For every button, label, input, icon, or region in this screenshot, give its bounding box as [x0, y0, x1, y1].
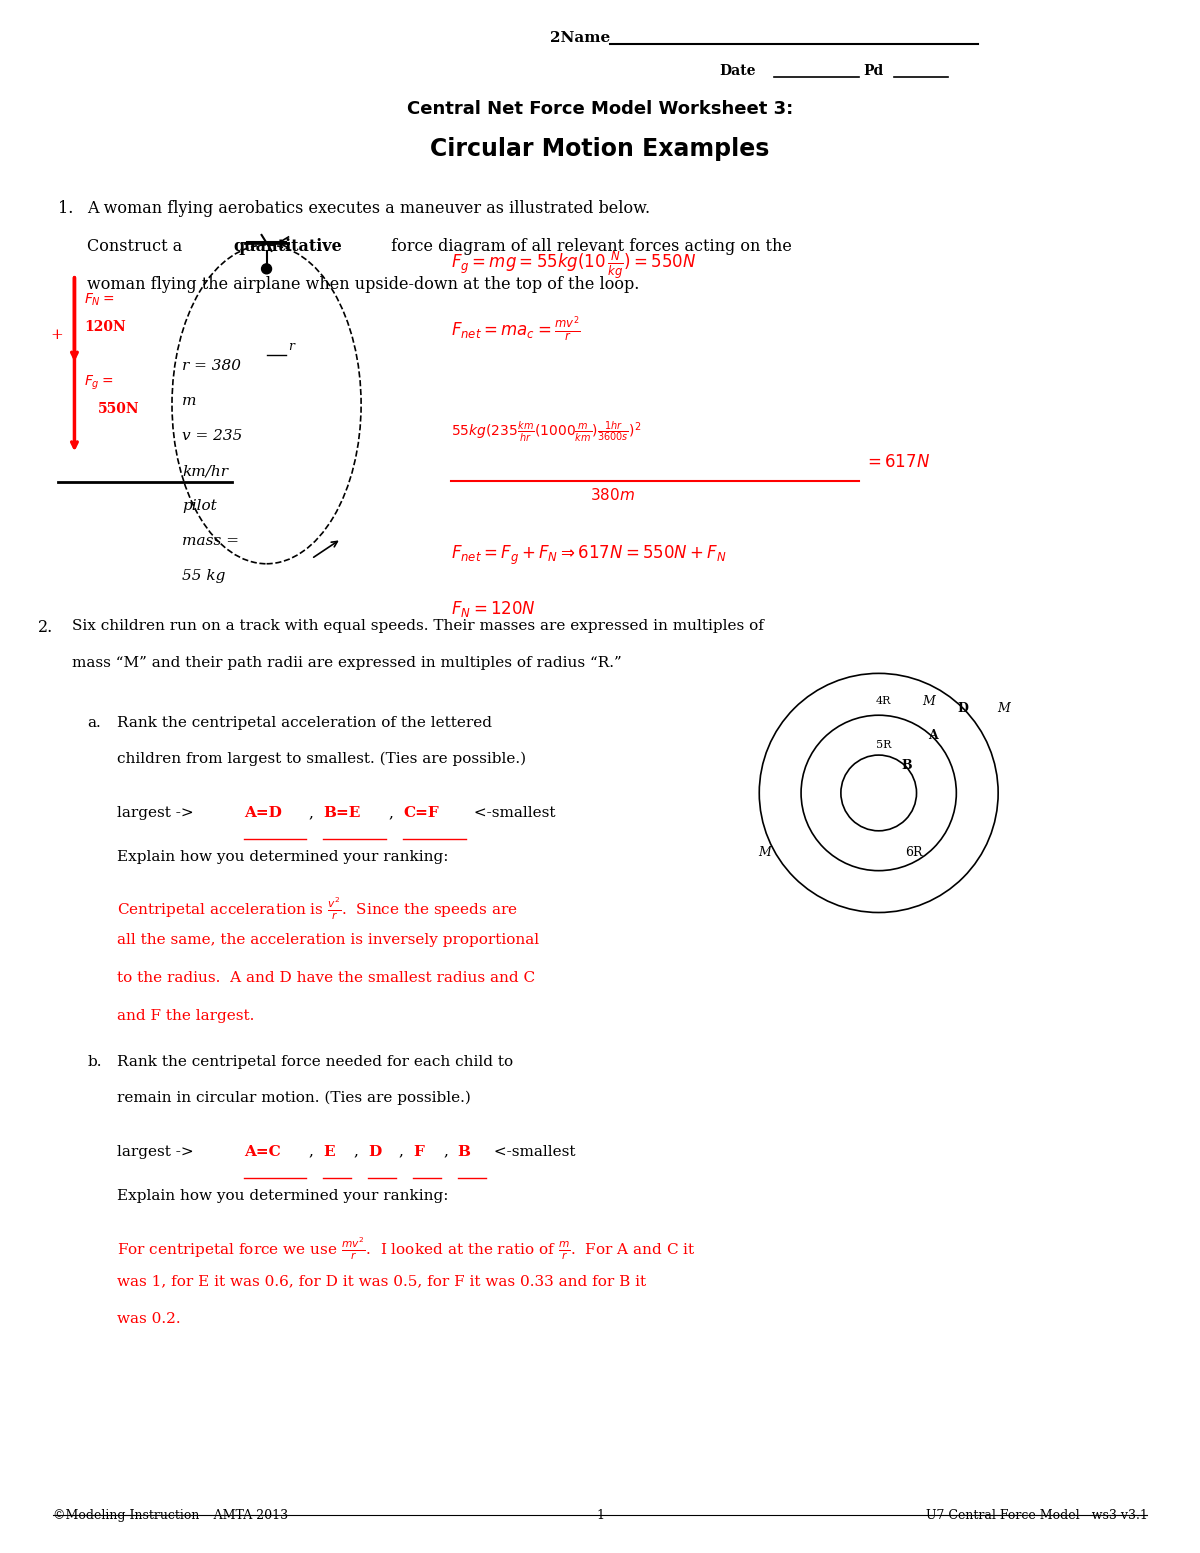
Text: was 0.2.: was 0.2.	[118, 1312, 181, 1326]
Text: <-smallest: <-smallest	[469, 806, 556, 820]
Text: $F_{net} = ma_c = \frac{mv^2}{r}$: $F_{net} = ma_c = \frac{mv^2}{r}$	[451, 315, 581, 345]
Text: B: B	[901, 758, 912, 772]
Circle shape	[262, 264, 271, 273]
Text: a.: a.	[88, 716, 101, 730]
Text: $F_N =$: $F_N =$	[84, 292, 115, 307]
Text: 55 kg: 55 kg	[182, 568, 226, 582]
Text: ,: ,	[310, 1145, 319, 1159]
Text: ,: ,	[354, 1145, 364, 1159]
Text: ,: ,	[389, 806, 398, 820]
Text: U7 Central Force Model - ws3 v3.1: U7 Central Force Model - ws3 v3.1	[925, 1510, 1147, 1522]
Text: woman flying the airplane when upside-down at the top of the loop.: woman flying the airplane when upside-do…	[88, 276, 640, 294]
Text: ,: ,	[444, 1145, 454, 1159]
Text: D: D	[958, 702, 968, 714]
Text: $F_g =$: $F_g =$	[84, 373, 114, 391]
Text: m: m	[182, 394, 197, 408]
Text: $55kg(235\frac{km}{hr}(1000\frac{m}{km})\frac{1hr}{3600s})^2$: $55kg(235\frac{km}{hr}(1000\frac{m}{km})…	[451, 419, 641, 444]
Text: 6R: 6R	[905, 846, 923, 859]
Text: $F_N = 120N$: $F_N = 120N$	[451, 598, 535, 618]
Text: 550N: 550N	[98, 402, 140, 416]
Text: B: B	[457, 1145, 470, 1159]
Text: r = 380: r = 380	[182, 359, 241, 374]
Text: B=E: B=E	[323, 806, 361, 820]
Text: r: r	[288, 340, 294, 353]
Text: F: F	[413, 1145, 424, 1159]
Text: 1: 1	[596, 1510, 604, 1522]
Text: Pd: Pd	[864, 64, 884, 78]
Text: pilot: pilot	[182, 499, 217, 512]
Text: For centripetal force we use $\frac{mv^2}{r}$.  I looked at the ratio of $\frac{: For centripetal force we use $\frac{mv^2…	[118, 1236, 696, 1263]
Text: mass “M” and their path radii are expressed in multiples of radius “R.”: mass “M” and their path radii are expres…	[72, 657, 623, 671]
Text: km/hr: km/hr	[182, 464, 228, 478]
Text: was 1, for E it was 0.6, for D it was 0.5, for F it was 0.33 and for B it: was 1, for E it was 0.6, for D it was 0.…	[118, 1273, 647, 1287]
Text: b.: b.	[88, 1054, 102, 1068]
Text: force diagram of all relevant forces acting on the: force diagram of all relevant forces act…	[386, 238, 792, 255]
Text: 120N: 120N	[84, 320, 126, 334]
Text: Centripetal acceleration is $\frac{v^2}{r}$.  Since the speeds are: Centripetal acceleration is $\frac{v^2}{…	[118, 896, 518, 921]
Text: A=C: A=C	[244, 1145, 281, 1159]
Text: Circular Motion Examples: Circular Motion Examples	[431, 137, 769, 162]
Text: Construct a: Construct a	[88, 238, 187, 255]
Text: Central Net Force Model Worksheet 3:: Central Net Force Model Worksheet 3:	[407, 101, 793, 118]
Text: remain in circular motion. (Ties are possible.): remain in circular motion. (Ties are pos…	[118, 1090, 472, 1106]
Text: quantitative: quantitative	[234, 238, 342, 255]
Text: largest ->: largest ->	[118, 806, 199, 820]
Text: <-smallest: <-smallest	[488, 1145, 575, 1159]
Text: mass =: mass =	[182, 534, 239, 548]
Text: Explain how you determined your ranking:: Explain how you determined your ranking:	[118, 849, 449, 863]
Text: Explain how you determined your ranking:: Explain how you determined your ranking:	[118, 1188, 449, 1202]
Text: C=F: C=F	[403, 806, 439, 820]
Text: M: M	[758, 846, 770, 859]
Text: and F the largest.: and F the largest.	[118, 1009, 254, 1023]
Text: +: +	[50, 328, 64, 342]
Text: $F_g = mg = 55kg(10\,\frac{N}{kg}) = 550N$: $F_g = mg = 55kg(10\,\frac{N}{kg}) = 550…	[451, 250, 696, 281]
Text: 4R: 4R	[876, 696, 892, 707]
Text: A: A	[929, 728, 938, 742]
Text: M: M	[922, 694, 935, 708]
Text: 1.: 1.	[58, 200, 73, 217]
Text: $= 617N$: $= 617N$	[864, 453, 930, 471]
Text: ©Modeling Instruction – AMTA 2013: ©Modeling Instruction – AMTA 2013	[53, 1510, 288, 1522]
Text: Rank the centripetal acceleration of the lettered: Rank the centripetal acceleration of the…	[118, 716, 492, 730]
Text: D: D	[368, 1145, 382, 1159]
Text: 5R: 5R	[876, 741, 892, 750]
Text: M: M	[997, 702, 1009, 714]
Text: Rank the centripetal force needed for each child to: Rank the centripetal force needed for ea…	[118, 1054, 514, 1068]
Text: A woman flying aerobatics executes a maneuver as illustrated below.: A woman flying aerobatics executes a man…	[88, 200, 650, 217]
Text: $F_{net} = F_g + F_N \Rightarrow 617N = 550N + F_N$: $F_{net} = F_g + F_N \Rightarrow 617N = …	[451, 544, 726, 567]
Text: 2Name: 2Name	[551, 31, 611, 45]
Text: A=D: A=D	[244, 806, 282, 820]
Text: E: E	[323, 1145, 335, 1159]
Text: v = 235: v = 235	[182, 429, 242, 443]
Text: ,: ,	[310, 806, 319, 820]
Text: children from largest to smallest. (Ties are possible.): children from largest to smallest. (Ties…	[118, 752, 527, 767]
Text: $380m$: $380m$	[590, 488, 635, 503]
Text: all the same, the acceleration is inversely proportional: all the same, the acceleration is invers…	[118, 933, 539, 947]
Text: Date: Date	[720, 64, 756, 78]
Text: largest ->: largest ->	[118, 1145, 199, 1159]
Text: Six children run on a track with equal speeds. Their masses are expressed in mul: Six children run on a track with equal s…	[72, 618, 764, 632]
Text: 2.: 2.	[37, 618, 53, 635]
Text: ,: ,	[398, 1145, 409, 1159]
Text: to the radius.  A and D have the smallest radius and C: to the radius. A and D have the smallest…	[118, 971, 535, 985]
